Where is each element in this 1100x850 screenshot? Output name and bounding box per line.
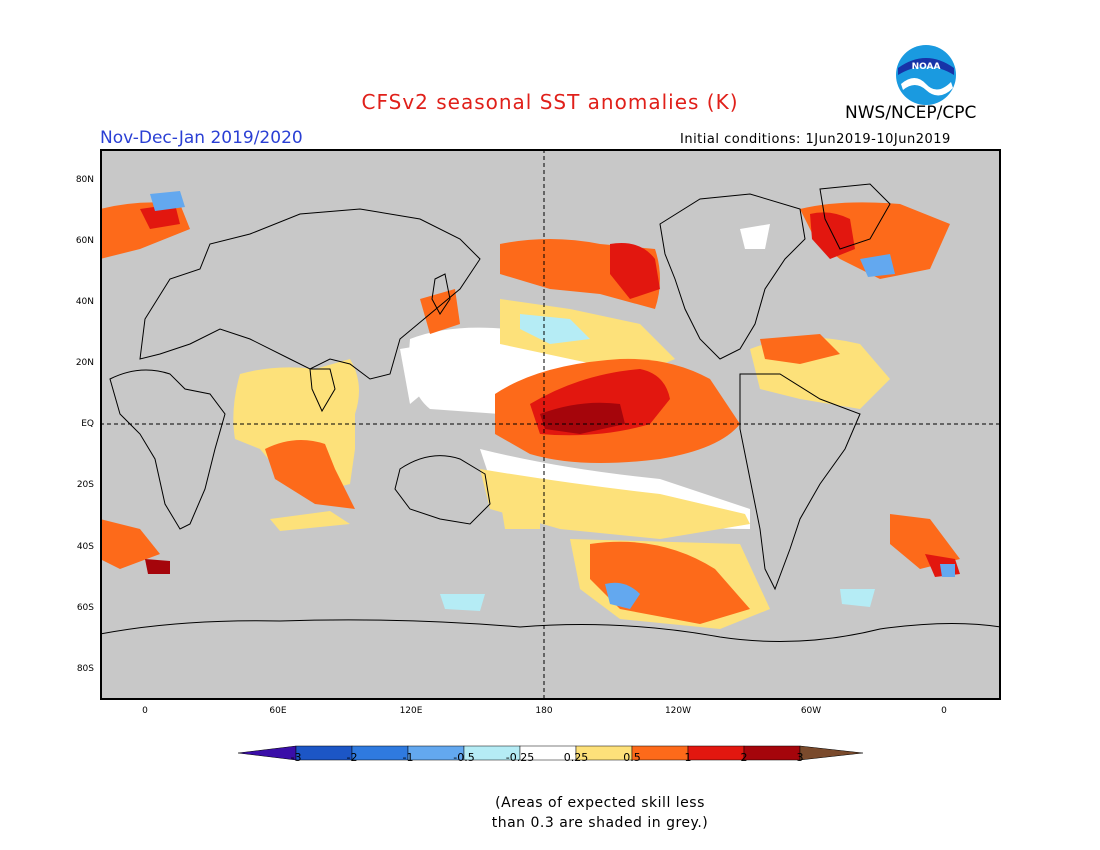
colorbar-label: -1: [402, 751, 414, 764]
orange-south-atlantic: [890, 514, 960, 569]
darkred-anomaly-areas: [145, 402, 625, 574]
lat-label: 80S: [76, 664, 94, 674]
lightblue-south-atlantic: [840, 589, 875, 607]
colorbar-segment: [799, 745, 863, 761]
initial-conditions: Initial conditions: 1Jun2019-10Jun2019: [680, 132, 951, 147]
orange-west-south-atlantic: [100, 519, 160, 569]
lat-label: 80N: [75, 175, 94, 185]
colorbar-label: 0.5: [623, 751, 641, 764]
orange-indian-ocean: [265, 440, 355, 509]
lon-label: 60E: [269, 706, 287, 716]
europe-asia-outline: [139, 208, 481, 380]
blue-south-pacific-subpolar: [605, 582, 640, 609]
blue-anomaly-areas: [150, 191, 955, 609]
yellow-south-pacific: [480, 469, 750, 539]
blue-arctic: [150, 191, 185, 211]
blue-south-atlantic-east: [940, 564, 955, 577]
colorbar-label: -0.5: [453, 751, 475, 764]
colorbar-label: 1: [684, 751, 692, 764]
australia-outline: [394, 455, 491, 525]
lat-label: 20S: [76, 480, 94, 490]
skill-note-line2: than 0.3 are shaded in grey.): [491, 815, 709, 831]
colorbar: [238, 745, 863, 761]
yellow-tasman: [500, 499, 540, 529]
skill-note-line1: (Areas of expected skill less: [495, 795, 705, 811]
map-frame: [100, 149, 1001, 700]
japan-outline: [431, 273, 451, 315]
neutral-north-atlantic-small: [740, 224, 770, 249]
red-gulf-of-alaska: [610, 243, 660, 299]
lat-label: 60N: [75, 236, 94, 246]
lat-label: 20N: [75, 358, 94, 368]
colorbar-label: 0.25: [563, 751, 589, 764]
lat-label: 40S: [76, 542, 94, 552]
continent-outlines: [100, 183, 1001, 642]
south-america-outline: [739, 373, 861, 591]
org-label: NWS/NCEP/CPC: [845, 103, 977, 123]
lon-label: 0: [941, 706, 947, 716]
africa-outline: [109, 369, 226, 530]
orange-japan-sea: [420, 289, 460, 334]
skill-note: (Areas of expected skill less than 0.3 a…: [440, 793, 760, 833]
red-arctic-rim: [140, 204, 180, 229]
blue-north-atlantic: [860, 254, 895, 277]
colorbar-label: -0.25: [505, 751, 535, 764]
chart-title: CFSv2 seasonal SST anomalies (K): [361, 90, 739, 114]
colorbar-label: 2: [740, 751, 748, 764]
lon-label: 0: [142, 706, 148, 716]
darkred-central-pacific: [540, 402, 625, 434]
antarctica-outline: [100, 619, 1001, 642]
lightblue-north-pacific: [520, 314, 590, 344]
lightblue-anomaly-areas: [440, 314, 875, 611]
north-america-outline: [659, 193, 806, 360]
lon-label: 120E: [399, 706, 423, 716]
lon-label: 180: [535, 706, 553, 716]
lat-label: EQ: [81, 419, 94, 429]
noaa-logo-text: NOAA: [912, 62, 941, 72]
lon-label: 120W: [664, 706, 692, 716]
orange-atlantic-tropical: [760, 334, 840, 364]
lat-label: 40N: [75, 297, 94, 307]
sst-anomaly-map: [100, 149, 1001, 700]
lat-label: 60S: [76, 603, 94, 613]
yellow-south-indian: [270, 511, 350, 531]
greenland-outline: [819, 183, 891, 250]
colorbar-label: -3: [290, 751, 302, 764]
india-outline: [309, 368, 336, 413]
lightblue-south-pacific: [440, 594, 485, 611]
colorbar-label: 3: [796, 751, 804, 764]
darkred-south-atlantic: [145, 559, 170, 574]
noaa-logo: NOAA: [896, 45, 956, 105]
lon-label: 60W: [800, 706, 822, 716]
neutral-west-pacific: [400, 344, 440, 404]
colorbar-label: -2: [346, 751, 358, 764]
season-label: Nov-Dec-Jan 2019/2020: [100, 128, 303, 148]
